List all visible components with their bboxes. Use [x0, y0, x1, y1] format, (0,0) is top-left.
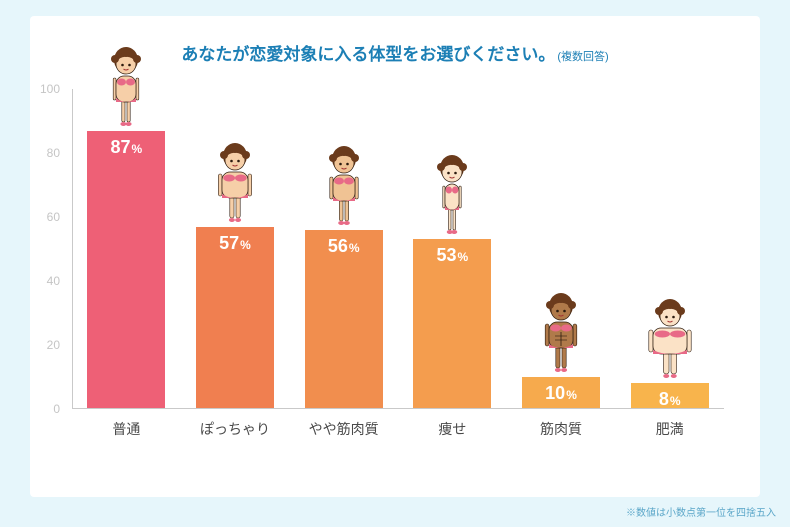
bar-column: 10%	[507, 89, 616, 409]
y-tick: 80	[26, 146, 60, 160]
bar-column: 56%	[289, 89, 398, 409]
bar: 8%	[631, 383, 709, 409]
body-type-icon	[102, 42, 150, 133]
bar-column: 8%	[615, 89, 724, 409]
x-label: 普通	[72, 419, 181, 439]
bar-value-label: 57%	[219, 233, 251, 254]
x-axis-labels: 普通ぽっちゃりやや筋肉質痩せ筋肉質肥満	[72, 419, 724, 439]
x-label: ぽっちゃり	[181, 419, 290, 439]
x-label: 痩せ	[398, 419, 507, 439]
bar: 56%	[305, 230, 383, 409]
chart-title: あなたが恋愛対象に入る体型をお選びください。(複数回答)	[60, 40, 730, 65]
chart-card: あなたが恋愛対象に入る体型をお選びください。(複数回答) 87% 57%	[30, 16, 760, 497]
plot-area: 87% 57% 56%	[72, 89, 724, 409]
body-type-icon	[646, 294, 694, 385]
x-label: やや筋肉質	[289, 419, 398, 439]
x-label: 肥満	[615, 419, 724, 439]
y-tick: 100	[26, 82, 60, 96]
x-axis-line	[72, 408, 724, 409]
title-main: あなたが恋愛対象に入る体型をお選びください。	[181, 45, 555, 64]
bar-column: 87%	[72, 89, 181, 409]
body-type-icon	[428, 150, 476, 241]
title-note: (複数回答)	[557, 51, 608, 63]
bar: 53%	[413, 239, 491, 409]
bar: 10%	[522, 377, 600, 409]
bar-value-label: 10%	[545, 383, 577, 404]
body-type-icon	[211, 138, 259, 229]
y-tick: 40	[26, 274, 60, 288]
footnote: ※数値は小数点第一位を四捨五入	[626, 504, 776, 519]
bar-value-label: 56%	[328, 236, 360, 257]
page-background: あなたが恋愛対象に入る体型をお選びください。(複数回答) 87% 57%	[0, 0, 790, 527]
y-axis-line	[72, 89, 73, 409]
body-type-icon	[537, 288, 585, 379]
bar-value-label: 53%	[436, 245, 468, 266]
y-tick: 0	[26, 402, 60, 416]
bar: 57%	[196, 227, 274, 409]
y-tick: 20	[26, 338, 60, 352]
body-type-icon	[320, 141, 368, 232]
y-tick: 60	[26, 210, 60, 224]
bar-column: 57%	[181, 89, 290, 409]
bar: 87%	[87, 131, 165, 409]
bar-value-label: 87%	[110, 137, 142, 158]
x-label: 筋肉質	[507, 419, 616, 439]
bar-column: 53%	[398, 89, 507, 409]
bars-container: 87% 57% 56%	[72, 89, 724, 409]
